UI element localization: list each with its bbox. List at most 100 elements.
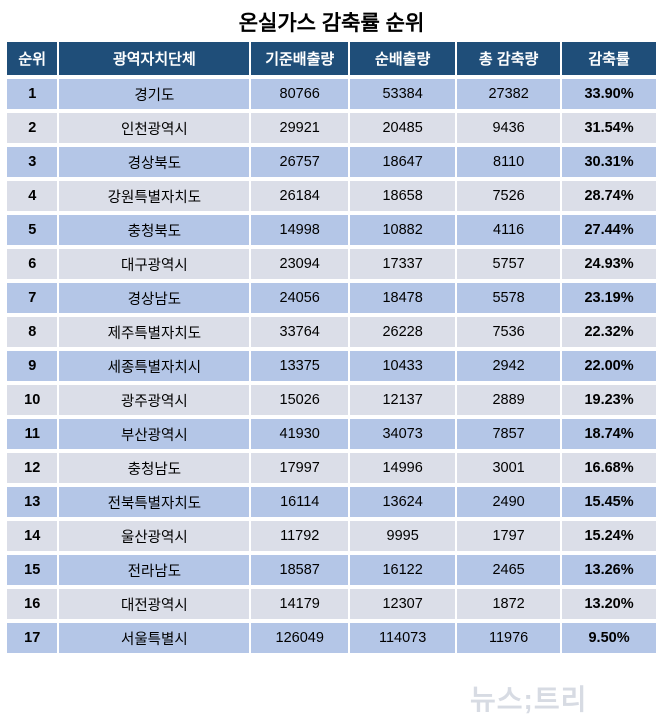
reduction-rate-cell: 22.00% [562,351,656,381]
total-reduction-cell: 8110 [457,147,561,177]
table-row: 10 광주광역시 15026 12137 2889 19.23% [7,385,656,415]
region-cell: 제주특별자치도 [59,317,250,347]
rank-cell: 17 [7,623,58,653]
region-cell: 서울특별시 [59,623,250,653]
reduction-rate-cell: 13.26% [562,555,656,585]
base-emission-cell: 24056 [251,283,349,313]
table-row: 7 경상남도 24056 18478 5578 23.19% [7,283,656,313]
rank-cell: 4 [7,181,58,211]
region-cell: 강원특별자치도 [59,181,250,211]
reduction-rate-cell: 31.54% [562,113,656,143]
base-emission-cell: 16114 [251,487,349,517]
region-cell: 전라남도 [59,555,250,585]
reduction-rate-cell: 16.68% [562,453,656,483]
total-reduction-cell: 2942 [457,351,561,381]
total-reduction-cell: 1872 [457,589,561,619]
net-emission-cell: 114073 [350,623,456,653]
rank-cell: 1 [7,79,58,109]
base-emission-cell: 126049 [251,623,349,653]
rank-cell: 5 [7,215,58,245]
total-reduction-cell: 9436 [457,113,561,143]
table-row: 15 전라남도 18587 16122 2465 13.26% [7,555,656,585]
base-emission-cell: 26184 [251,181,349,211]
rank-cell: 9 [7,351,58,381]
table-row: 13 전북특별자치도 16114 13624 2490 15.45% [7,487,656,517]
region-cell: 광주광역시 [59,385,250,415]
table-row: 2 인천광역시 29921 20485 9436 31.54% [7,113,656,143]
rank-cell: 6 [7,249,58,279]
net-emission-cell: 34073 [350,419,456,449]
base-emission-cell: 18587 [251,555,349,585]
reduction-ranking-table: 순위 광역자치단체 기준배출량 순배출량 총 감축량 감축률 1 경기도 80766 53384… [5,38,658,657]
reduction-rate-cell: 30.31% [562,147,656,177]
net-emission-cell: 12137 [350,385,456,415]
column-header-reduction_rate: 감축률 [562,42,656,75]
region-cell: 전북특별자치도 [59,487,250,517]
rank-cell: 10 [7,385,58,415]
total-reduction-cell: 2889 [457,385,561,415]
net-emission-cell: 13624 [350,487,456,517]
total-reduction-cell: 5757 [457,249,561,279]
reduction-rate-cell: 24.93% [562,249,656,279]
reduction-rate-cell: 22.32% [562,317,656,347]
net-emission-cell: 10882 [350,215,456,245]
reduction-rate-cell: 18.74% [562,419,656,449]
region-cell: 세종특별자치시 [59,351,250,381]
table-row: 4 강원특별자치도 26184 18658 7526 28.74% [7,181,656,211]
rank-cell: 2 [7,113,58,143]
net-emission-cell: 16122 [350,555,456,585]
total-reduction-cell: 7526 [457,181,561,211]
table-row: 16 대전광역시 14179 12307 1872 13.20% [7,589,656,619]
base-emission-cell: 17997 [251,453,349,483]
net-emission-cell: 14996 [350,453,456,483]
region-cell: 대구광역시 [59,249,250,279]
base-emission-cell: 26757 [251,147,349,177]
total-reduction-cell: 11976 [457,623,561,653]
column-header-total_reduction: 총 감축량 [457,42,561,75]
total-reduction-cell: 27382 [457,79,561,109]
reduction-rate-cell: 19.23% [562,385,656,415]
reduction-rate-cell: 33.90% [562,79,656,109]
rank-cell: 15 [7,555,58,585]
rank-cell: 14 [7,521,58,551]
table-row: 11 부산광역시 41930 34073 7857 18.74% [7,419,656,449]
rank-cell: 7 [7,283,58,313]
reduction-rate-cell: 15.24% [562,521,656,551]
column-header-region: 광역자치단체 [59,42,250,75]
base-emission-cell: 80766 [251,79,349,109]
total-reduction-cell: 4116 [457,215,561,245]
column-header-rank: 순위 [7,42,58,75]
rank-cell: 16 [7,589,58,619]
net-emission-cell: 20485 [350,113,456,143]
base-emission-cell: 14998 [251,215,349,245]
base-emission-cell: 14179 [251,589,349,619]
newstree-watermark: 뉴스;트리 [470,684,588,715]
table-row: 8 제주특별자치도 33764 26228 7536 22.32% [7,317,656,347]
net-emission-cell: 18647 [350,147,456,177]
rank-cell: 8 [7,317,58,347]
net-emission-cell: 17337 [350,249,456,279]
table-header: 순위 광역자치단체 기준배출량 순배출량 총 감축량 감축률 [7,42,656,75]
total-reduction-cell: 1797 [457,521,561,551]
total-reduction-cell: 2490 [457,487,561,517]
net-emission-cell: 10433 [350,351,456,381]
base-emission-cell: 13375 [251,351,349,381]
region-cell: 인천광역시 [59,113,250,143]
net-emission-cell: 9995 [350,521,456,551]
base-emission-cell: 29921 [251,113,349,143]
reduction-rate-cell: 15.45% [562,487,656,517]
region-cell: 울산광역시 [59,521,250,551]
net-emission-cell: 12307 [350,589,456,619]
table-row: 5 충청북도 14998 10882 4116 27.44% [7,215,656,245]
base-emission-cell: 41930 [251,419,349,449]
base-emission-cell: 33764 [251,317,349,347]
table-row: 12 충청남도 17997 14996 3001 16.68% [7,453,656,483]
total-reduction-cell: 7536 [457,317,561,347]
total-reduction-cell: 5578 [457,283,561,313]
total-reduction-cell: 2465 [457,555,561,585]
table-row: 1 경기도 80766 53384 27382 33.90% [7,79,656,109]
total-reduction-cell: 3001 [457,453,561,483]
net-emission-cell: 26228 [350,317,456,347]
base-emission-cell: 11792 [251,521,349,551]
